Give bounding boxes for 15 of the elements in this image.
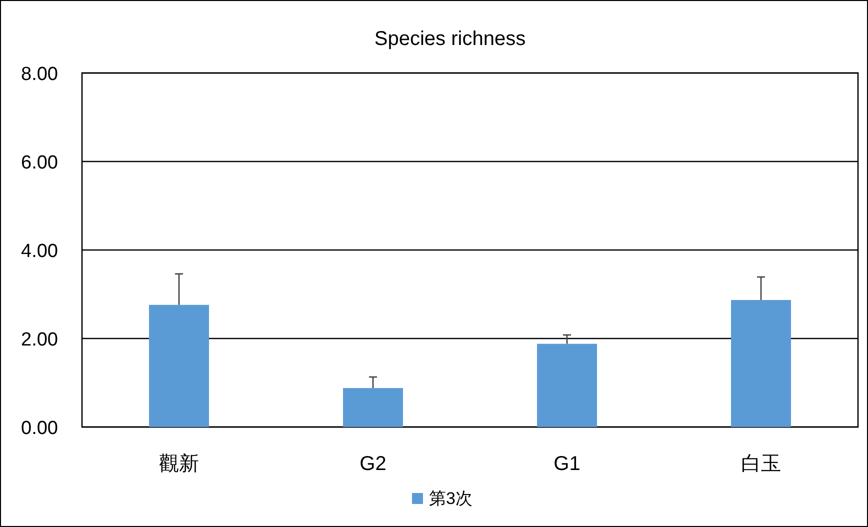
bar xyxy=(537,344,597,427)
y-tick-label: 4.00 xyxy=(21,241,58,262)
bar xyxy=(343,388,403,427)
x-tick-label: 觀新 xyxy=(159,453,199,475)
bar xyxy=(731,300,791,427)
y-tick-label: 2.00 xyxy=(21,330,58,350)
y-tick-label: 6.00 xyxy=(21,152,58,174)
chart-title: Species richness xyxy=(374,28,526,50)
x-tick-label: G1 xyxy=(554,453,580,475)
legend-label: 第3次 xyxy=(429,489,472,508)
y-tick-label: 0.00 xyxy=(21,418,58,439)
x-tick-label: G2 xyxy=(360,453,386,475)
bar xyxy=(149,304,209,427)
y-tick-label: 8.00 xyxy=(21,64,58,85)
x-tick-label: 白玉 xyxy=(741,453,781,475)
